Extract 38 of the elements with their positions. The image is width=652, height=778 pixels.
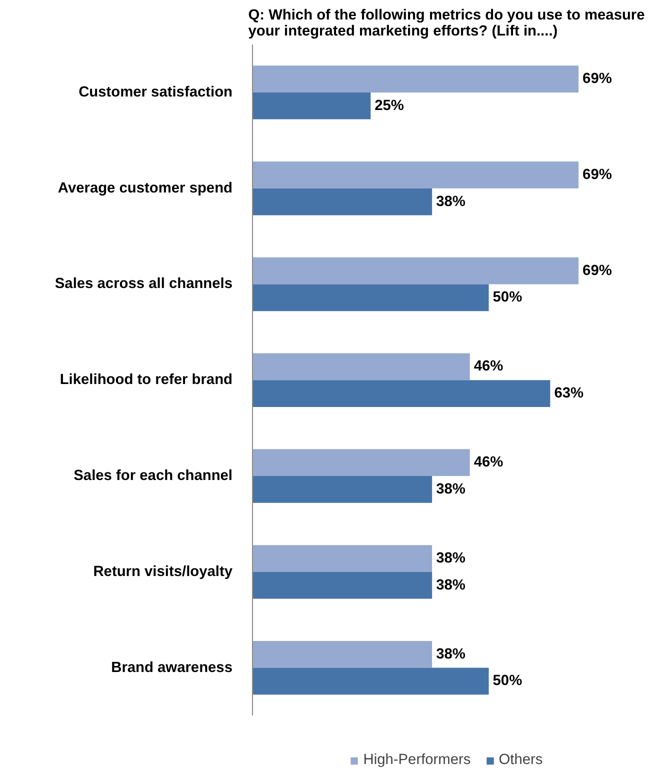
data-label: 46% xyxy=(474,358,504,375)
bar xyxy=(252,161,579,188)
y-tick-label: Brand awareness xyxy=(111,660,233,676)
bar xyxy=(252,257,579,284)
y-tick-label: Return visits/loyalty xyxy=(93,564,234,580)
bar xyxy=(252,668,489,695)
y-tick-label: Customer satisfaction xyxy=(78,84,233,100)
bar xyxy=(252,380,550,407)
data-label: 69% xyxy=(582,71,612,88)
data-label: 38% xyxy=(436,481,466,498)
bar xyxy=(252,545,432,572)
y-tick-label: Sales for each channel xyxy=(74,468,232,484)
data-label: 69% xyxy=(582,166,612,183)
bar xyxy=(252,284,489,312)
data-label: 50% xyxy=(492,290,522,306)
bar xyxy=(252,640,432,668)
bar xyxy=(252,476,432,503)
y-tick-label: Sales across all channels xyxy=(54,276,233,292)
chart-title: Q: Which of the following metrics do you use to measure your integrated marketing efforts? (Lift in....) xyxy=(248,8,645,40)
data-label: 38% xyxy=(436,646,466,662)
bar xyxy=(252,572,432,599)
data-label: 38% xyxy=(436,577,466,594)
legend-label: High-Performers xyxy=(363,752,471,768)
bar xyxy=(252,188,432,216)
y-tick-label: Average customer spend xyxy=(58,180,233,196)
data-label: 38% xyxy=(436,550,466,566)
bar xyxy=(252,449,470,476)
data-label: 50% xyxy=(492,673,522,690)
data-label: 63% xyxy=(554,386,584,402)
legend-label: Others xyxy=(498,752,543,768)
bar xyxy=(252,92,371,120)
data-label: 46% xyxy=(474,454,504,471)
data-label: 38% xyxy=(436,194,466,210)
data-label: 69% xyxy=(582,262,612,279)
bar xyxy=(252,353,470,380)
bar xyxy=(252,66,579,92)
data-label: 25% xyxy=(374,98,404,114)
y-tick-label: Likelihood to refer brand xyxy=(60,372,233,388)
